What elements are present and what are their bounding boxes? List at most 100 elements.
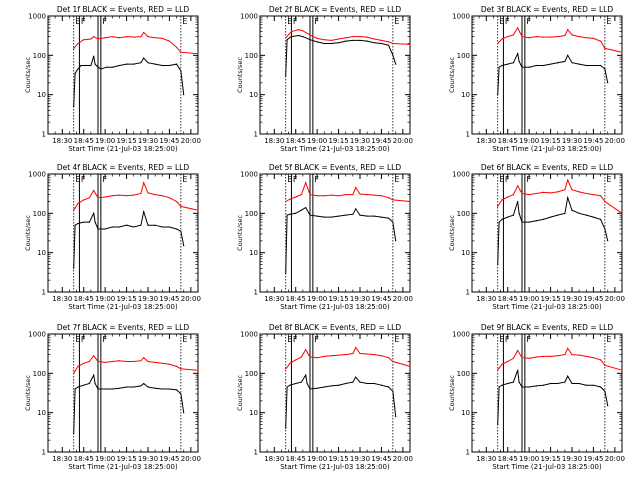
- data-point-events: [140, 224, 142, 226]
- plot-frame: [47, 15, 199, 135]
- data-point-lld: [550, 36, 552, 38]
- data-point-events: [168, 226, 170, 228]
- data-point-lld: [316, 195, 318, 197]
- data-point-lld: [373, 194, 375, 196]
- x-tick-label: 19:00: [95, 455, 115, 463]
- data-point-lld: [352, 352, 354, 355]
- y-tick-label: 100: [457, 210, 470, 218]
- data-point-lld: [592, 194, 595, 196]
- marker-letter-f: F: [314, 17, 319, 26]
- data-point-lld: [118, 360, 120, 362]
- y-tick-label: 10: [37, 91, 46, 99]
- x-tick-label: 19:15: [540, 295, 560, 303]
- x-tick-label: 19:00: [519, 137, 539, 145]
- data-point-events: [345, 40, 347, 42]
- y-tick-label: 1: [254, 131, 258, 139]
- data-point-lld: [180, 51, 182, 53]
- data-point-lld: [338, 38, 340, 40]
- data-point-events: [557, 382, 559, 385]
- y-axis-label: Counts/sec: [448, 215, 456, 251]
- marker-letter-f: F: [314, 175, 319, 184]
- x-tick-label: 18:45: [498, 455, 518, 463]
- data-point-lld: [578, 354, 580, 356]
- data-point-lld: [147, 360, 149, 363]
- data-point-events: [355, 376, 357, 378]
- y-tick-label: 1: [42, 131, 46, 139]
- data-point-lld: [143, 31, 145, 34]
- marker-letter-f: F: [505, 335, 510, 344]
- data-point-events: [97, 228, 99, 230]
- data-point-events: [316, 215, 318, 217]
- data-point-events: [323, 42, 325, 45]
- data-point-lld: [295, 196, 297, 198]
- data-point-events: [604, 228, 606, 230]
- marker-letter-e: E: [606, 17, 611, 26]
- data-point-lld: [497, 42, 499, 45]
- data-point-events: [564, 381, 566, 383]
- series-line-events: [73, 209, 185, 269]
- data-point-lld: [111, 360, 113, 363]
- marker-letter-e: E: [499, 335, 504, 344]
- data-point-events: [373, 215, 375, 217]
- data-point-lld: [289, 362, 291, 364]
- data-point-events: [497, 423, 499, 426]
- marker-letter-f: F: [102, 175, 107, 184]
- data-point-lld: [604, 200, 606, 203]
- y-axis-label: Counts/sec: [24, 215, 32, 251]
- x-axis-label: Start Time (21-Jul-03 18:25:00): [68, 145, 178, 153]
- data-point-events: [535, 64, 537, 67]
- data-point-lld: [73, 47, 75, 50]
- x-tick-label: 18:45: [498, 137, 518, 145]
- data-point-events: [518, 60, 520, 63]
- series-line-events: [73, 56, 185, 107]
- data-point-events: [111, 66, 113, 68]
- data-point-lld: [330, 194, 332, 196]
- data-point-lld: [154, 194, 156, 196]
- series-line-events: [497, 370, 609, 425]
- data-point-events: [373, 382, 375, 385]
- data-point-lld: [366, 194, 368, 196]
- data-point-events: [73, 267, 75, 269]
- panel-8: Det 8f BLACK = Events, RED = LLD 1 10 100 10…: [236, 323, 413, 471]
- data-point-events: [286, 386, 288, 388]
- data-point-lld: [180, 205, 182, 207]
- data-point-events: [94, 221, 96, 223]
- marker-letter-f: F: [293, 17, 298, 26]
- data-point-lld: [77, 365, 79, 367]
- data-point-lld: [409, 200, 411, 203]
- y-axis-label: Counts/sec: [24, 375, 32, 411]
- data-point-events: [286, 214, 288, 216]
- x-tick-label: 19:15: [116, 455, 136, 463]
- x-tick-label: 19:30: [350, 137, 370, 145]
- data-point-events: [517, 53, 519, 55]
- data-point-events: [542, 64, 545, 67]
- data-point-lld: [359, 36, 361, 38]
- data-point-events: [571, 382, 573, 385]
- data-point-events: [392, 390, 394, 392]
- data-point-events: [507, 216, 509, 218]
- marker-letter-f: F: [102, 17, 107, 26]
- data-point-events: [330, 42, 332, 45]
- data-point-events: [140, 385, 142, 387]
- x-tick-label: 19:00: [307, 455, 327, 463]
- data-point-lld: [567, 29, 569, 31]
- data-point-events: [380, 42, 382, 45]
- data-point-events: [521, 66, 523, 68]
- data-point-events: [557, 214, 559, 216]
- data-point-lld: [557, 36, 559, 38]
- y-tick-label: 1000: [28, 331, 46, 339]
- x-tick-label: 19:15: [328, 455, 348, 463]
- data-point-lld: [366, 353, 368, 355]
- data-point-lld: [528, 194, 530, 196]
- data-point-events: [512, 62, 515, 64]
- data-point-events: [497, 263, 499, 266]
- data-point-lld: [557, 191, 559, 193]
- data-point-lld: [550, 355, 552, 357]
- data-point-events: [497, 94, 499, 96]
- data-point-events: [295, 212, 297, 214]
- marker-letter-e: E: [606, 335, 611, 344]
- data-point-lld: [585, 355, 587, 357]
- data-point-events: [395, 415, 397, 418]
- data-point-events: [542, 384, 545, 386]
- data-point-events: [352, 39, 354, 42]
